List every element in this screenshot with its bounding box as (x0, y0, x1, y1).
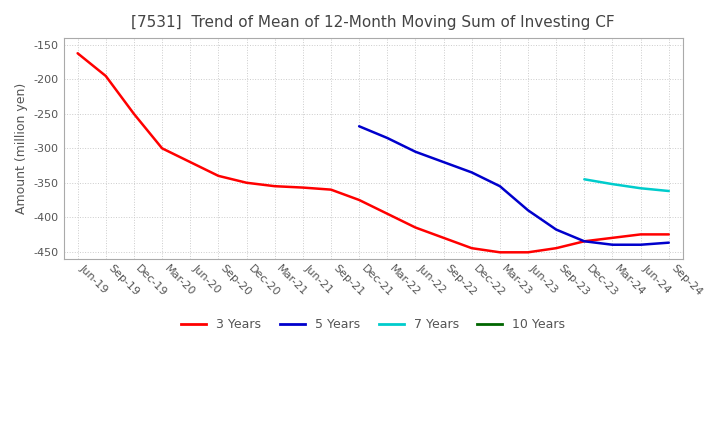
7 Years (665, 188, 673, 194)
Legend: 3 Years, 5 Years, 7 Years, 10 Years: 3 Years, 5 Years, 7 Years, 10 Years (176, 313, 570, 336)
5 Years (665, 240, 673, 246)
Y-axis label: Amount (million yen): Amount (million yen) (15, 83, 28, 214)
3 Years (665, 232, 673, 237)
3 Years (383, 211, 392, 216)
3 Years (130, 111, 138, 117)
3 Years (411, 225, 420, 230)
3 Years (580, 238, 589, 244)
5 Years (411, 149, 420, 154)
3 Years (552, 246, 560, 251)
3 Years (73, 51, 82, 56)
5 Years (636, 242, 645, 247)
5 Years (552, 227, 560, 232)
3 Years (636, 232, 645, 237)
3 Years (242, 180, 251, 185)
3 Years (102, 73, 110, 79)
3 Years (299, 185, 307, 190)
3 Years (355, 197, 364, 202)
7 Years (636, 186, 645, 191)
3 Years (523, 249, 532, 255)
5 Years (495, 183, 504, 189)
3 Years (608, 235, 617, 241)
3 Years (270, 183, 279, 189)
5 Years (439, 159, 448, 165)
3 Years (439, 235, 448, 241)
3 Years (158, 146, 166, 151)
7 Years (580, 177, 589, 182)
5 Years (608, 242, 617, 247)
Title: [7531]  Trend of Mean of 12-Month Moving Sum of Investing CF: [7531] Trend of Mean of 12-Month Moving … (131, 15, 615, 30)
3 Years (186, 159, 194, 165)
5 Years (580, 238, 589, 244)
3 Years (214, 173, 222, 179)
Line: 3 Years: 3 Years (78, 53, 669, 252)
3 Years (495, 249, 504, 255)
Line: 5 Years: 5 Years (359, 126, 669, 245)
5 Years (467, 170, 476, 175)
5 Years (383, 136, 392, 141)
Line: 7 Years: 7 Years (585, 180, 669, 191)
7 Years (608, 181, 617, 187)
3 Years (467, 246, 476, 251)
3 Years (327, 187, 336, 192)
5 Years (355, 124, 364, 129)
5 Years (523, 208, 532, 213)
